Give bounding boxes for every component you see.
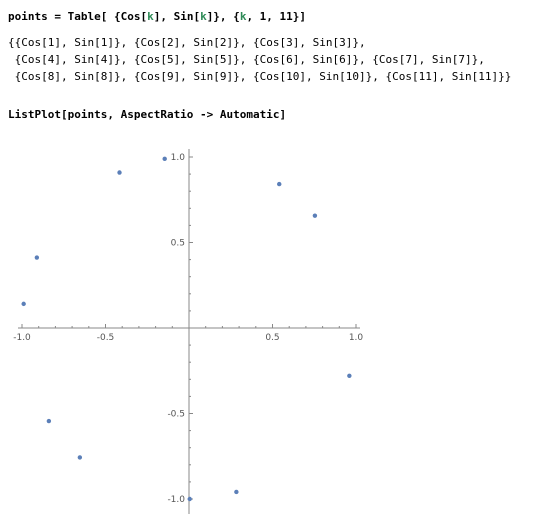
output-line-1: {{Cos[1], Sin[1]}, {Cos[2], Sin[2]}, {Co… bbox=[8, 36, 366, 49]
data-point bbox=[46, 418, 52, 424]
plot-axes: -1.0 -0.5 0.5 1.0 1.0 0.5 -0.5 -1.0 bbox=[13, 149, 363, 514]
y-tick-label: 1.0 bbox=[171, 153, 186, 163]
scatter-plot: -1.0 -0.5 0.5 1.0 1.0 0.5 -0.5 -1.0 bbox=[13, 149, 363, 514]
x-tick-label: -0.5 bbox=[97, 333, 115, 343]
code-variable: k bbox=[239, 10, 247, 23]
y-tick-label: 0.5 bbox=[171, 239, 185, 249]
data-point bbox=[347, 373, 352, 378]
data-point bbox=[187, 496, 192, 502]
data-point bbox=[34, 255, 40, 260]
code-text: , 1, 11}] bbox=[246, 10, 307, 23]
plot-points bbox=[21, 156, 352, 502]
code-variable: k bbox=[147, 10, 154, 23]
y-tick-label: -1.0 bbox=[167, 495, 185, 505]
output-line-2: {Cos[4], Sin[4]}, {Cos[5], Sin[5]}, {Cos… bbox=[8, 53, 485, 66]
x-tick-label: 1.0 bbox=[349, 333, 364, 343]
data-point bbox=[312, 213, 318, 218]
code-text: ], Sin[ bbox=[153, 10, 201, 23]
data-point bbox=[117, 170, 122, 175]
x-tick-label: -1.0 bbox=[13, 333, 31, 343]
x-tick-label: 0.5 bbox=[265, 333, 279, 343]
data-point bbox=[277, 181, 282, 187]
output-line-3: {Cos[8], Sin[8]}, {Cos[9], Sin[9]}, {Cos… bbox=[8, 70, 512, 83]
data-point bbox=[21, 301, 26, 307]
y-tick-label: -0.5 bbox=[167, 410, 185, 420]
code-text: points = Table[ {Cos[ bbox=[8, 10, 148, 23]
input-cell-table[interactable]: points = Table[ {Cos[k], Sin[k]}, {k, 1,… bbox=[8, 10, 306, 24]
code-text: ]}, { bbox=[206, 10, 240, 23]
input-cell-listplot[interactable]: ListPlot[points, AspectRatio -> Automati… bbox=[8, 108, 287, 121]
data-point bbox=[162, 156, 167, 162]
data-point bbox=[77, 455, 83, 460]
data-point bbox=[234, 489, 239, 495]
code-variable: k bbox=[200, 10, 207, 23]
